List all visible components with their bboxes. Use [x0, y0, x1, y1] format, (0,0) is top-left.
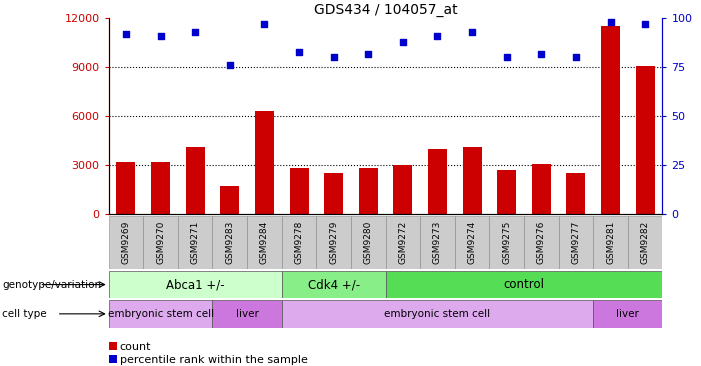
Bar: [393, 165, 412, 214]
Text: GSM9278: GSM9278: [294, 221, 304, 264]
Point: [294, 49, 305, 55]
Bar: [386, 216, 420, 269]
Title: GDS434 / 104057_at: GDS434 / 104057_at: [314, 3, 457, 17]
Point: [397, 39, 409, 45]
Bar: [636, 66, 655, 214]
Text: GSM9279: GSM9279: [329, 221, 338, 264]
Text: GSM9280: GSM9280: [364, 221, 373, 264]
Bar: [428, 149, 447, 214]
Point: [571, 55, 582, 60]
Bar: [109, 271, 282, 298]
Bar: [212, 216, 247, 269]
Bar: [220, 186, 239, 214]
Point: [536, 51, 547, 56]
Bar: [489, 216, 524, 269]
Text: liver: liver: [236, 309, 259, 319]
Text: GSM9275: GSM9275: [502, 221, 511, 264]
Text: GSM9271: GSM9271: [191, 221, 200, 264]
Bar: [109, 300, 212, 328]
Point: [189, 29, 200, 35]
Text: GSM9276: GSM9276: [537, 221, 546, 264]
Bar: [351, 216, 386, 269]
Point: [259, 21, 270, 27]
Text: GSM9269: GSM9269: [121, 221, 130, 264]
Bar: [463, 147, 482, 214]
Bar: [186, 147, 205, 214]
Text: GSM9284: GSM9284: [260, 221, 269, 264]
Point: [605, 19, 616, 25]
Text: GSM9283: GSM9283: [225, 221, 234, 264]
Bar: [247, 216, 282, 269]
Text: Abca1 +/-: Abca1 +/-: [166, 278, 224, 291]
Bar: [282, 271, 386, 298]
Text: GSM9270: GSM9270: [156, 221, 165, 264]
Bar: [316, 216, 351, 269]
Text: percentile rank within the sample: percentile rank within the sample: [120, 355, 308, 365]
Text: liver: liver: [616, 309, 639, 319]
Point: [328, 55, 339, 60]
Bar: [109, 216, 143, 269]
Text: embryonic stem cell: embryonic stem cell: [107, 309, 214, 319]
Text: embryonic stem cell: embryonic stem cell: [384, 309, 491, 319]
Point: [501, 55, 512, 60]
Bar: [116, 162, 135, 214]
Bar: [282, 300, 593, 328]
Bar: [628, 216, 662, 269]
Point: [639, 21, 651, 27]
Bar: [178, 216, 212, 269]
Point: [121, 31, 132, 37]
Point: [362, 51, 374, 56]
Text: GSM9272: GSM9272: [398, 221, 407, 264]
Bar: [359, 168, 378, 214]
Bar: [324, 173, 343, 214]
Point: [155, 33, 166, 39]
Point: [466, 29, 477, 35]
Bar: [497, 170, 516, 214]
Text: Cdk4 +/-: Cdk4 +/-: [308, 278, 360, 291]
Point: [432, 33, 443, 39]
Bar: [524, 216, 559, 269]
Bar: [151, 162, 170, 214]
Text: GSM9277: GSM9277: [571, 221, 580, 264]
Text: GSM9282: GSM9282: [641, 221, 650, 264]
Bar: [282, 216, 316, 269]
Bar: [212, 300, 282, 328]
Bar: [290, 168, 308, 214]
Bar: [593, 216, 628, 269]
Text: genotype/variation: genotype/variation: [2, 280, 101, 290]
Bar: [566, 173, 585, 214]
Bar: [593, 300, 662, 328]
Bar: [255, 111, 274, 214]
Bar: [455, 216, 489, 269]
Text: GSM9281: GSM9281: [606, 221, 615, 264]
Bar: [601, 26, 620, 214]
Text: count: count: [120, 342, 151, 352]
Text: cell type: cell type: [2, 309, 47, 319]
Bar: [143, 216, 178, 269]
Bar: [532, 164, 551, 214]
Bar: [420, 216, 455, 269]
Text: control: control: [503, 278, 545, 291]
Text: GSM9274: GSM9274: [468, 221, 477, 264]
Bar: [386, 271, 662, 298]
Text: GSM9273: GSM9273: [433, 221, 442, 264]
Bar: [559, 216, 593, 269]
Point: [224, 62, 236, 68]
